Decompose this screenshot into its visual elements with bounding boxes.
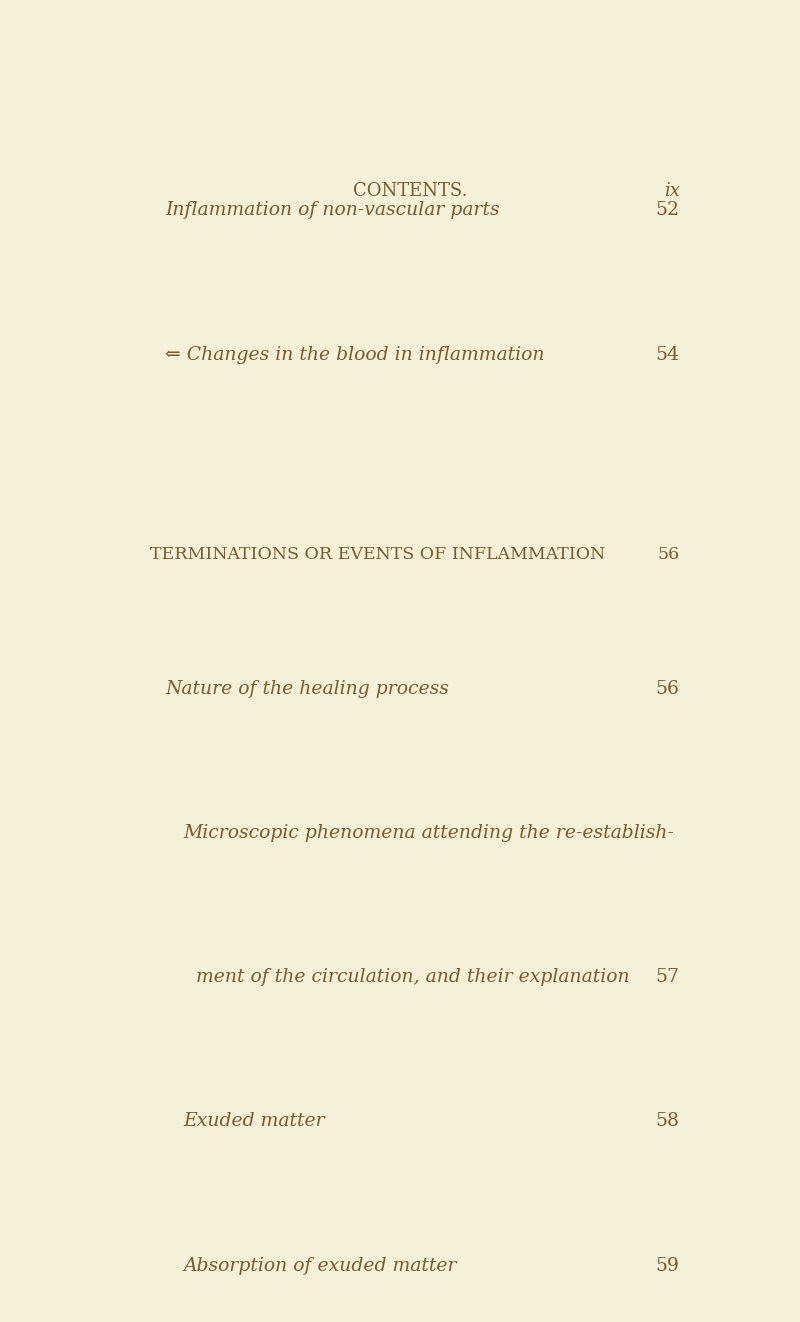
- Text: Absorption of exuded matter: Absorption of exuded matter: [184, 1257, 458, 1274]
- Text: ment of the circulation, and their explanation: ment of the circulation, and their expla…: [196, 968, 630, 986]
- Text: 56: 56: [658, 546, 680, 563]
- Text: Exuded matter: Exuded matter: [184, 1112, 326, 1130]
- Text: 58: 58: [656, 1112, 680, 1130]
- Text: TERMINATIONS OR EVENTS OF INFLAMMATION: TERMINATIONS OR EVENTS OF INFLAMMATION: [150, 546, 605, 563]
- Text: Microscopic phenomena attending the re-establish-: Microscopic phenomena attending the re-e…: [184, 824, 674, 842]
- Text: Inflammation of non-vascular parts: Inflammation of non-vascular parts: [165, 201, 500, 219]
- Text: 57: 57: [656, 968, 680, 986]
- Text: 54: 54: [656, 345, 680, 364]
- Text: Nature of the healing process: Nature of the healing process: [165, 680, 449, 698]
- Text: 59: 59: [656, 1257, 680, 1274]
- Text: 52: 52: [656, 201, 680, 219]
- Text: 56: 56: [656, 680, 680, 698]
- Text: ix: ix: [664, 182, 680, 200]
- Text: ⇐ Changes in the blood in inflammation: ⇐ Changes in the blood in inflammation: [165, 345, 545, 364]
- Text: CONTENTS.: CONTENTS.: [353, 182, 467, 200]
